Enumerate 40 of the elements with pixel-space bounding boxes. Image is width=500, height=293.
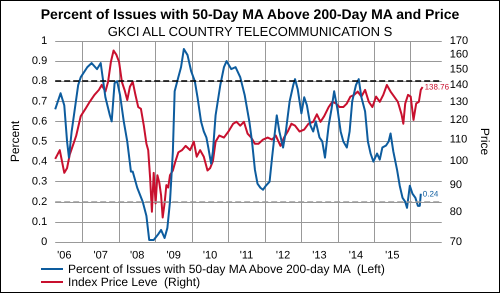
y-tick-label: 0.7 — [32, 95, 48, 108]
y2-tick-label: 140 — [450, 78, 468, 91]
y-tick-label: 0.2 — [32, 196, 48, 208]
x-tick-label: '11 — [240, 250, 254, 262]
y2-tick-label: 130 — [450, 96, 468, 108]
data-label: 138.76 — [424, 82, 450, 92]
legend-label: Index Price Leve (Right) — [68, 275, 200, 289]
y-tick-label: 0.4 — [32, 156, 48, 168]
y-tick-label: 1 — [41, 35, 48, 47]
y2-tick-label: 160 — [450, 48, 468, 61]
y-tick-label: 0.5 — [32, 136, 48, 148]
y-tick-label: 0.3 — [32, 176, 48, 188]
y-tick-label: 0 — [41, 236, 48, 248]
y2-tick-label: 150 — [450, 63, 468, 76]
chart-subtitle: GKCI ALL COUNTRY TELECOMMUNICATION S — [108, 24, 393, 39]
legend-label: Percent of Issues with 50-day MA Above 200-day MA (Left) — [68, 262, 385, 276]
y2-tick-label: 80 — [450, 206, 462, 218]
y-axis-title: Percent — [8, 120, 22, 162]
y-tick-label: 0.6 — [32, 115, 48, 128]
x-tick-label: '13 — [312, 250, 327, 262]
y-tick-label: 0.9 — [32, 55, 48, 68]
y2-tick-label: 100 — [450, 155, 468, 168]
x-tick-label: '08 — [130, 250, 144, 262]
data-label: 0.24 — [422, 189, 439, 198]
x-tick-label: '06 — [57, 250, 72, 262]
y2-tick-label: 170 — [450, 35, 468, 47]
y2-tick-label: 110 — [450, 134, 468, 146]
x-tick-label: '09 — [166, 250, 181, 262]
y2-tick-label: 70 — [450, 236, 462, 248]
y2-tick-label: 90 — [450, 179, 462, 192]
x-tick-label: '12 — [276, 250, 290, 262]
y2-tick-label: 120 — [450, 114, 468, 126]
x-tick-label: '10 — [202, 250, 218, 262]
y-tick-label: 0.1 — [32, 216, 48, 228]
chart-title: Percent of Issues with 50-Day MA Above 200-Day MA and Price — [40, 6, 460, 22]
x-tick-label: '14 — [348, 250, 364, 262]
y-tick-label: 0.8 — [32, 75, 48, 88]
y2-axis-title: Price — [478, 128, 492, 156]
x-tick-label: '15 — [385, 250, 400, 262]
x-tick-label: '07 — [94, 250, 108, 262]
